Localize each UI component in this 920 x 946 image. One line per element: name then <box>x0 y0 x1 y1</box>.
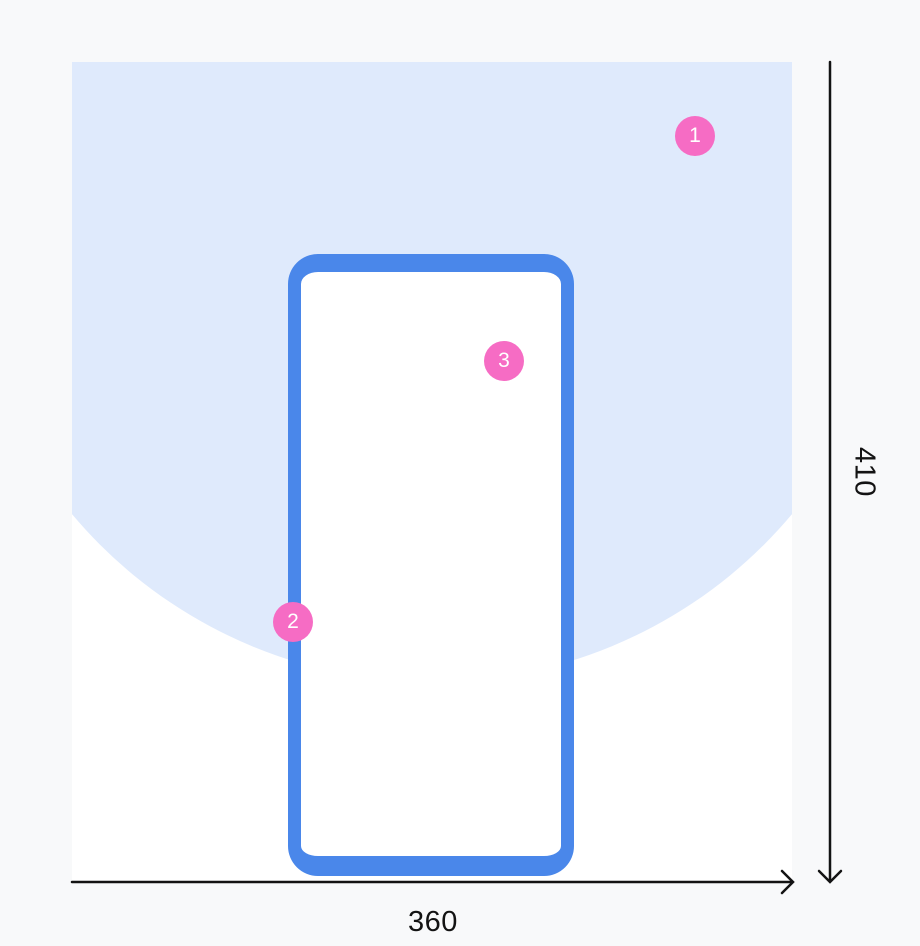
callout-marker-1: 1 <box>675 116 715 156</box>
callout-marker-2: 2 <box>273 602 313 642</box>
width-dimension-label: 360 <box>408 906 458 938</box>
callout-marker-3-label: 3 <box>498 349 510 372</box>
callout-marker-2-label: 2 <box>287 610 299 633</box>
height-dimension-label: 410 <box>848 447 881 497</box>
phone-frame <box>288 254 574 876</box>
callout-marker-1-label: 1 <box>689 124 701 147</box>
arrowhead-down-icon <box>817 869 843 884</box>
callout-marker-3: 3 <box>484 341 524 381</box>
content-area <box>72 62 792 882</box>
